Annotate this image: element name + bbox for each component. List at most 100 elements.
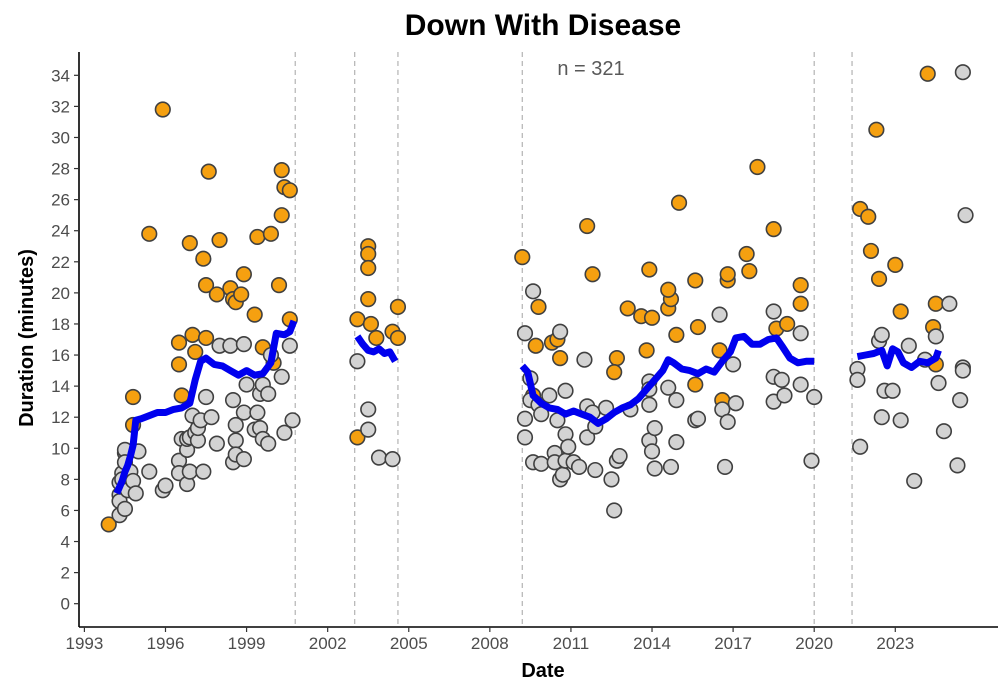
above-avg-point-23 — [249, 228, 266, 246]
above-avg-point-5 — [170, 334, 188, 351]
x-tick-label-2020: 2020 — [795, 634, 833, 653]
below-avg-point-17 — [157, 477, 174, 494]
above-avg-point-71 — [719, 266, 736, 283]
above-avg-point-40 — [368, 329, 385, 347]
below-avg-point-144 — [952, 392, 969, 409]
above-avg-point-72 — [738, 245, 755, 263]
era-boundary-lines — [294, 52, 853, 627]
above-avg-point-15 — [208, 286, 225, 303]
below-avg-point-146 — [954, 362, 971, 379]
x-tick-label-2005: 2005 — [390, 634, 428, 653]
above-avg-point-65 — [687, 272, 704, 289]
y-tick-label-22: 22 — [51, 253, 70, 272]
above-avg-point-64 — [670, 194, 688, 211]
below-avg-point-81 — [557, 382, 574, 399]
below-avg-point-143 — [949, 457, 966, 474]
below-avg-point-56 — [276, 424, 293, 441]
above-avg-point-50 — [552, 350, 569, 367]
above-avg-point-54 — [606, 364, 623, 381]
below-avg-point-44 — [235, 336, 252, 353]
below-avg-point-147 — [957, 207, 974, 224]
below-avg-point-65 — [516, 410, 534, 427]
below-avg-point-135 — [892, 412, 909, 429]
above-avg-point-77 — [779, 315, 796, 333]
below-avg-point-66 — [516, 429, 534, 446]
above-avg-point-51 — [579, 217, 596, 235]
above-avg-point-12 — [197, 277, 215, 294]
below-avg-point-36 — [222, 337, 239, 354]
above-avg-point-38 — [360, 290, 377, 308]
below-avg-point-84 — [560, 438, 577, 455]
below-avg-point-92 — [587, 461, 604, 479]
above-avg-point-13 — [197, 329, 215, 347]
below-avg-point-128 — [849, 371, 866, 389]
above-avg-point-1 — [124, 388, 142, 406]
above-avg-point-62 — [660, 281, 677, 298]
below-avg-point-103 — [643, 443, 661, 460]
below-avg-point-95 — [606, 502, 623, 519]
below-avg-point-37 — [224, 392, 242, 409]
below-avg-point-86 — [570, 458, 588, 476]
below-avg-point-57 — [281, 337, 298, 354]
below-avg-point-25 — [181, 463, 198, 480]
below-avg-point-69 — [524, 283, 542, 300]
x-tick-label-2008: 2008 — [471, 634, 509, 653]
below-avg-point-34 — [208, 435, 225, 452]
below-avg-point-87 — [576, 351, 593, 368]
below-avg-point-111 — [689, 410, 707, 427]
x-tick-label-1996: 1996 — [147, 634, 185, 653]
y-tick-label-10: 10 — [51, 439, 70, 458]
above-avg-point-11 — [195, 250, 212, 267]
below-avg-point-59 — [349, 353, 366, 370]
below-avg-point-115 — [719, 413, 736, 430]
below-avg-point-60 — [360, 401, 377, 418]
above-avg-point-68 — [711, 342, 728, 359]
above-avg-point-53 — [608, 350, 625, 367]
below-avg-point-58 — [284, 412, 301, 429]
below-avg-point-141 — [935, 423, 953, 440]
x-tick-label-2002: 2002 — [309, 634, 347, 653]
rolling-average-segment-3 — [856, 345, 942, 371]
below-avg-point-104 — [646, 419, 663, 437]
above-avg-point-33 — [349, 429, 366, 446]
y-tick-label-34: 34 — [51, 66, 70, 85]
rolling-average-line — [113, 319, 942, 495]
above-avg-point-57 — [638, 342, 655, 359]
x-axis-label: Date — [521, 660, 564, 682]
above-avg-point-78 — [792, 277, 809, 294]
below-avg-point-112 — [711, 306, 728, 323]
below-avg-point-123 — [792, 376, 809, 393]
above-avg-point-29 — [273, 162, 290, 179]
below-avg-point-148 — [954, 64, 971, 81]
x-tick-label-2023: 2023 — [876, 634, 914, 653]
y-tick-label-16: 16 — [51, 346, 70, 365]
below-avg-point-126 — [806, 388, 823, 406]
above-avg-point-75 — [765, 221, 782, 238]
above-avg-point-46 — [527, 337, 544, 354]
above-avg-point-27 — [270, 277, 288, 294]
above-avg-point-20 — [233, 286, 250, 303]
y-tick-label-0: 0 — [61, 595, 70, 614]
above-avg-point-31 — [281, 182, 298, 199]
below-avg-point-107 — [662, 458, 680, 476]
rolling-average-segment-0 — [113, 319, 298, 495]
below-avg-point-13 — [127, 485, 144, 502]
below-avg-point-106 — [660, 379, 677, 396]
below-avg-point-39 — [227, 416, 244, 434]
above-avg-point-83 — [868, 121, 885, 138]
y-tick-label-8: 8 — [61, 470, 70, 489]
y-tick-label-4: 4 — [61, 533, 70, 552]
y-tick-label-2: 2 — [61, 564, 70, 583]
above-avg-point-55 — [619, 300, 636, 317]
above-avg-point-8 — [181, 235, 198, 252]
y-tick-label-14: 14 — [51, 377, 70, 396]
above-avg-point-81 — [860, 208, 877, 225]
below-avg-point-121 — [773, 371, 790, 389]
below-avg-point-137 — [906, 472, 923, 490]
below-avg-point-62 — [370, 449, 388, 466]
x-tick-label-1993: 1993 — [65, 634, 103, 653]
sample-size-annotation: n = 321 — [557, 58, 624, 80]
above-avg-point-44 — [514, 249, 531, 266]
below-avg-point-117 — [727, 395, 744, 412]
